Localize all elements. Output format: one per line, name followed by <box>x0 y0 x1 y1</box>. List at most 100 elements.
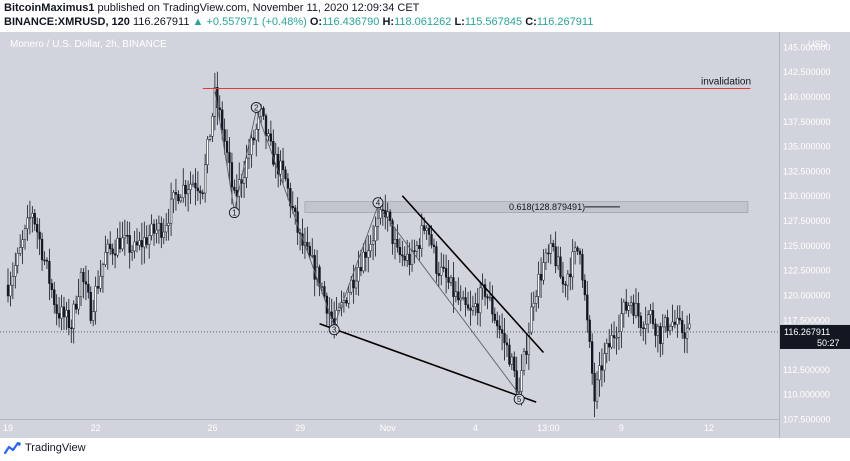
candle-up <box>155 229 158 234</box>
chart-header: BitcoinMaximus1 published on TradingView… <box>0 0 850 32</box>
candle-up <box>130 250 134 253</box>
candle-down <box>84 281 88 285</box>
candle-up <box>598 365 601 381</box>
candle-down <box>625 301 628 311</box>
wave-label-circle <box>513 393 525 405</box>
footer: TradingView <box>0 438 850 461</box>
candle-down <box>118 237 122 250</box>
price-chart[interactable]: 145.000000 142.500000 140.000000 137.500000… <box>0 32 850 438</box>
last-price: 116.267911 <box>132 16 190 28</box>
candle-down <box>396 239 399 248</box>
candle-up <box>72 303 75 329</box>
candle-down <box>272 141 275 165</box>
candle-up <box>685 327 689 339</box>
wave-label: 1 <box>232 209 237 218</box>
candle-up <box>386 211 389 218</box>
candle-down <box>388 211 392 221</box>
candle-down <box>423 225 426 231</box>
candle-down <box>442 266 445 269</box>
candle-up <box>99 275 102 289</box>
candle-down <box>6 284 10 297</box>
candle-up <box>148 235 151 245</box>
candle-down <box>612 335 616 339</box>
candle-up <box>92 311 95 321</box>
candle-down <box>559 256 562 278</box>
candle-up <box>474 303 477 307</box>
candle-down <box>469 307 472 311</box>
candle-up <box>138 240 141 246</box>
candle-down <box>681 319 684 333</box>
ohlc-readout: BINANCE:XMRUSD, 120 116.267911 ▲ +0.5579… <box>4 16 593 28</box>
wave-label-circle <box>372 197 384 209</box>
time-axis[interactable]: 19 22 26 29 Nov 4 13:00 9 12 <box>3 423 714 433</box>
time-tick-label: 12 <box>704 423 714 433</box>
price-axis-background <box>779 32 850 438</box>
candle-down <box>476 303 479 314</box>
candle-down <box>447 277 450 283</box>
candle-down <box>401 254 404 257</box>
candle-up <box>425 227 428 231</box>
candle-up <box>376 217 380 227</box>
candle-up <box>19 247 22 254</box>
candle-down <box>637 303 640 317</box>
candle-up <box>617 331 621 338</box>
tradingview-brand: TradingView <box>25 442 86 454</box>
candle-up <box>191 182 195 185</box>
candle-down <box>286 178 290 189</box>
candle-up <box>610 335 613 348</box>
candle-up <box>556 256 560 267</box>
candle-up <box>31 213 34 218</box>
candle-up <box>454 291 458 297</box>
candle-down <box>57 313 61 319</box>
candle-up <box>106 243 109 253</box>
candle-down <box>75 303 78 310</box>
candle-up <box>479 287 482 314</box>
price-tick-label: 120.000000 <box>783 290 831 300</box>
candle-up <box>179 197 182 202</box>
candle-up <box>182 184 185 198</box>
candle-up <box>245 157 248 178</box>
candle-down <box>96 286 100 289</box>
candle-up <box>121 237 124 250</box>
candle-up <box>267 133 270 137</box>
fib-band <box>304 201 749 213</box>
candle-up <box>520 370 523 392</box>
candle-down <box>413 250 416 252</box>
candle-up <box>517 391 521 393</box>
candle-up <box>634 303 638 316</box>
price-tick-label: 145.000000 <box>783 42 831 52</box>
candle-down <box>391 220 394 244</box>
candle-down <box>639 315 642 328</box>
candle-down <box>539 273 543 281</box>
candle-up <box>123 235 126 239</box>
candle-up <box>213 86 217 117</box>
price-tick-label: 132.500000 <box>783 166 831 176</box>
candle-down <box>67 309 70 328</box>
candle-down <box>418 245 421 249</box>
open-value: 116.436790 <box>322 16 380 28</box>
price-change: +0.557971 (+0.48%) <box>206 16 307 28</box>
tradingview-logo[interactable]: TradingView <box>4 442 86 454</box>
author-name[interactable]: BitcoinMaximus1 <box>4 2 95 14</box>
candle-up <box>379 209 382 219</box>
drawings: invalidation 1 2 3 4 5 <box>202 77 751 405</box>
candle-up <box>646 314 650 325</box>
candle-down <box>38 231 41 240</box>
candle-down <box>505 342 509 346</box>
candle-down <box>269 133 273 142</box>
candle-down <box>515 370 518 393</box>
candle-up <box>537 273 540 297</box>
candle-down <box>498 325 501 330</box>
candle-down <box>586 294 589 321</box>
candle-up <box>595 379 599 402</box>
price-tick-label: 117.500000 <box>783 315 830 325</box>
candle-up <box>522 350 526 371</box>
candle-up <box>104 252 107 265</box>
candle-down <box>525 350 528 355</box>
candle-up <box>440 266 443 276</box>
candle-up <box>320 286 324 288</box>
price-axis[interactable]: 145.000000 142.500000 140.000000 137.500000… <box>783 42 831 424</box>
candle-down <box>277 153 280 175</box>
candle-down <box>40 238 44 261</box>
price-tick-label: 125.000000 <box>783 241 831 251</box>
